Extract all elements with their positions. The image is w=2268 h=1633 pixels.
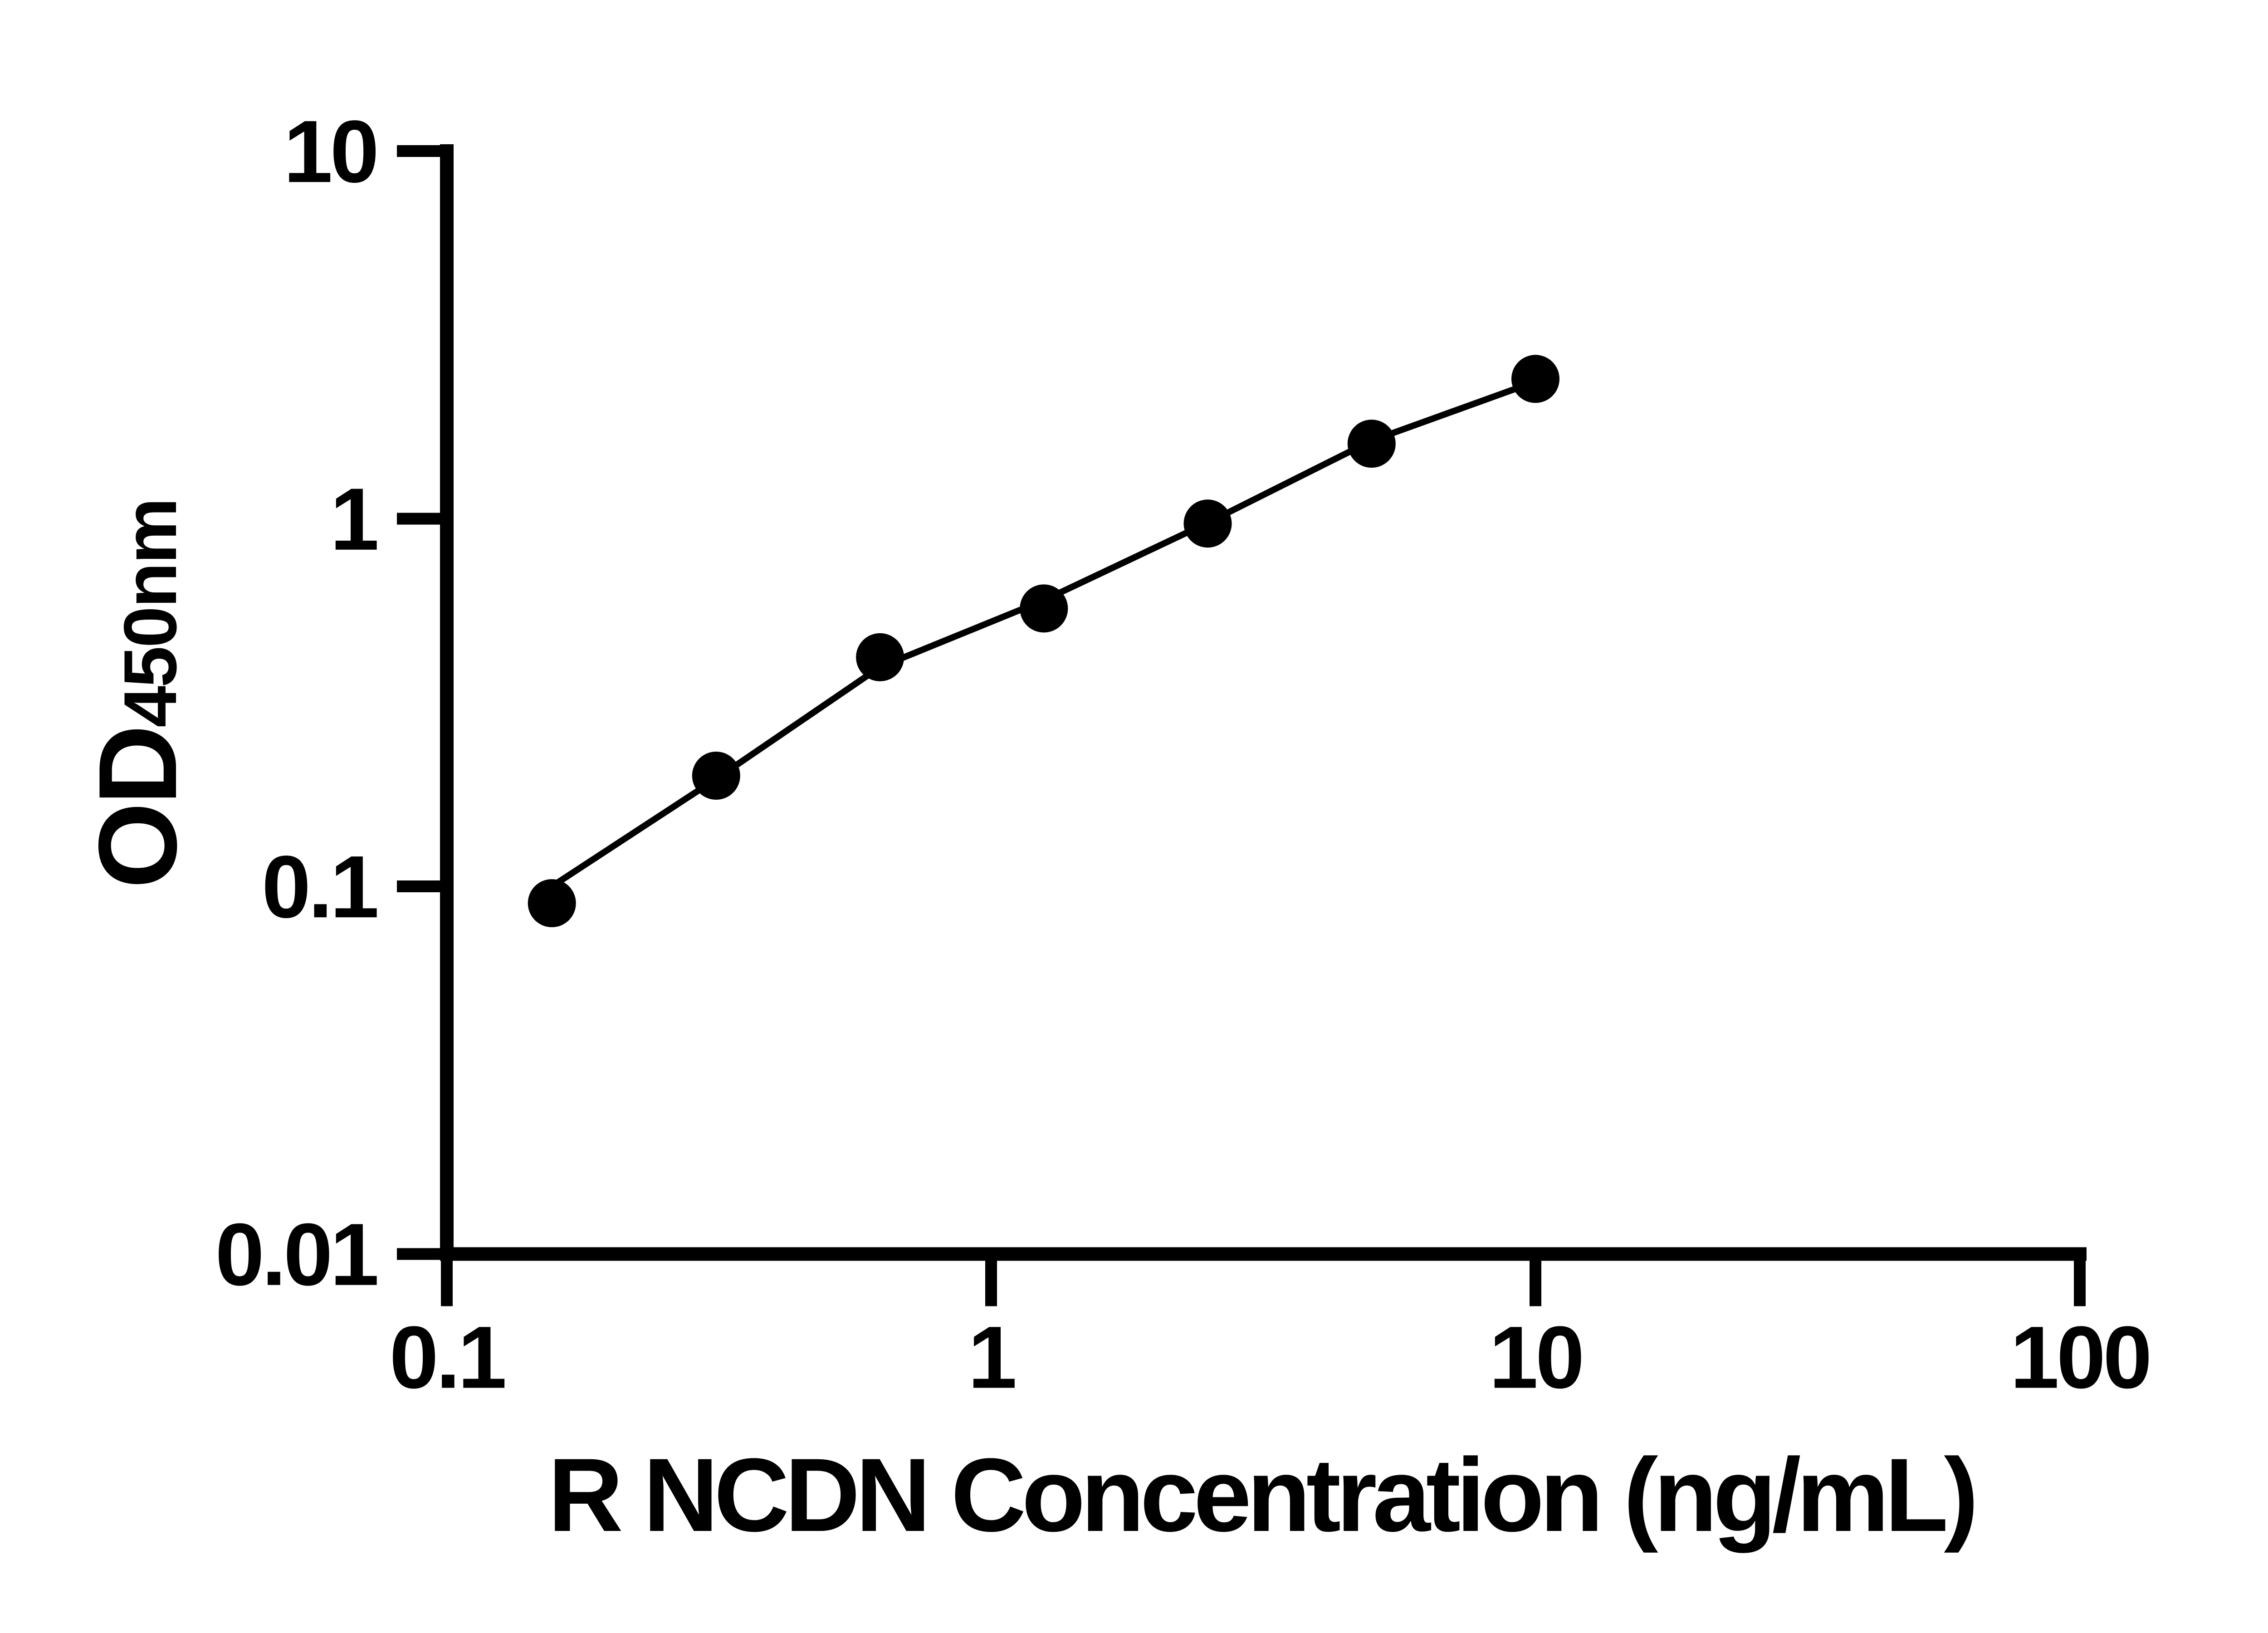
- data-point: [1347, 420, 1396, 468]
- plot-layer: [528, 355, 1559, 928]
- data-point: [856, 633, 904, 681]
- y-axis-title: OD450nm: [75, 499, 200, 889]
- data-point: [1020, 584, 1068, 633]
- data-point: [692, 752, 740, 800]
- ticks-layer: [397, 145, 2086, 1306]
- y-tick-label: 1: [330, 470, 377, 569]
- titles-layer: R NCDN Concentration (ng/mL) OD450nm: [75, 499, 1979, 1553]
- x-tick-label: 0.1: [389, 1308, 505, 1407]
- y-tick-label: 0.01: [215, 1205, 377, 1304]
- x-tick-label: 1: [968, 1308, 1015, 1407]
- y-tick-label: 0.1: [262, 837, 377, 936]
- y-tick-label: 10: [284, 102, 376, 201]
- x-axis-title: R NCDN Concentration (ng/mL): [548, 1437, 1974, 1553]
- data-point: [1511, 355, 1559, 403]
- data-point: [528, 879, 576, 928]
- x-tick-label: 10: [1489, 1308, 1582, 1407]
- x-tick-label: 100: [2010, 1308, 2149, 1407]
- data-point: [1183, 499, 1232, 548]
- axes-layer: [440, 144, 2087, 1261]
- od-label: OD: [75, 728, 200, 889]
- od-subscript-label: 450nm: [108, 499, 192, 728]
